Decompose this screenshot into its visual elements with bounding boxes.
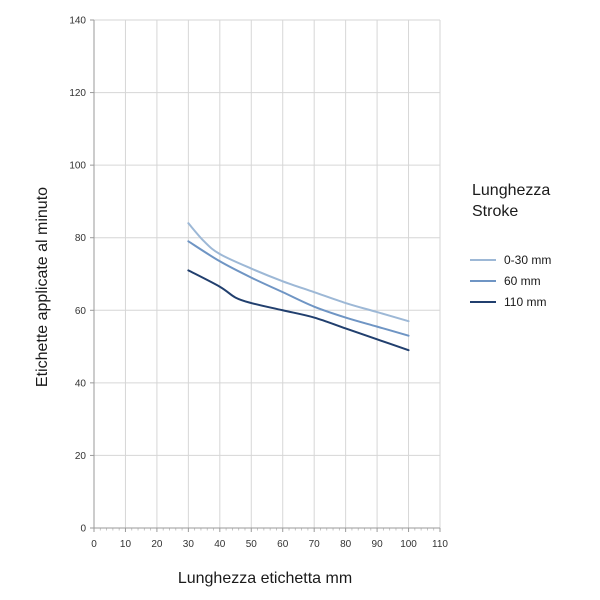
x-tick-labels: 0 10 20 30 40 50 60 70 80 90 100 110 [91,539,448,550]
x-tick-label: 60 [277,539,289,550]
y-tick-label: 60 [75,306,87,317]
y-tick-label: 140 [69,16,86,27]
series-line-0-30-mm [187,222,410,323]
legend-label: 110 mm [504,295,546,309]
x-tick-label: 50 [246,539,258,550]
y-tick-label: 80 [75,233,87,244]
y-tick-labels: 0 20 40 60 80 100 120 140 [69,16,86,535]
series-line-110-mm [187,269,410,352]
y-tick-label: 120 [69,88,86,99]
legend: Lunghezza Stroke 0-30 mm 60 mm 110 mm [470,182,551,309]
x-tick-label: 100 [400,539,417,550]
y-tick-label: 40 [75,378,87,389]
x-tick-label: 110 [432,539,448,550]
x-tick-label: 20 [151,539,163,550]
x-tick-label: 30 [183,539,195,550]
x-tick-label: 80 [340,539,352,550]
x-tick-label: 90 [372,539,384,550]
y-axis-title: Etichette applicate al minuto [34,187,51,387]
x-tick-label: 0 [91,539,97,550]
y-tick-label: 100 [69,161,86,172]
x-tick-label: 40 [214,539,226,550]
axes [93,20,440,529]
y-tick-label: 0 [80,524,86,535]
x-axis-title: Lunghezza etichetta mm [178,570,352,587]
x-tick-label: 10 [120,539,132,550]
legend-label: 60 mm [504,274,541,288]
y-tick-label: 20 [75,451,87,462]
legend-label: 0-30 mm [504,253,551,267]
series-lines [187,222,410,352]
legend-title-line-1: Lunghezza [472,182,550,199]
legend-title-line-2: Stroke [472,203,518,220]
legend-items: 0-30 mm 60 mm 110 mm [470,253,551,309]
grid [94,19,441,528]
x-tick-label: 70 [309,539,321,550]
series-line-60-mm [187,240,410,337]
